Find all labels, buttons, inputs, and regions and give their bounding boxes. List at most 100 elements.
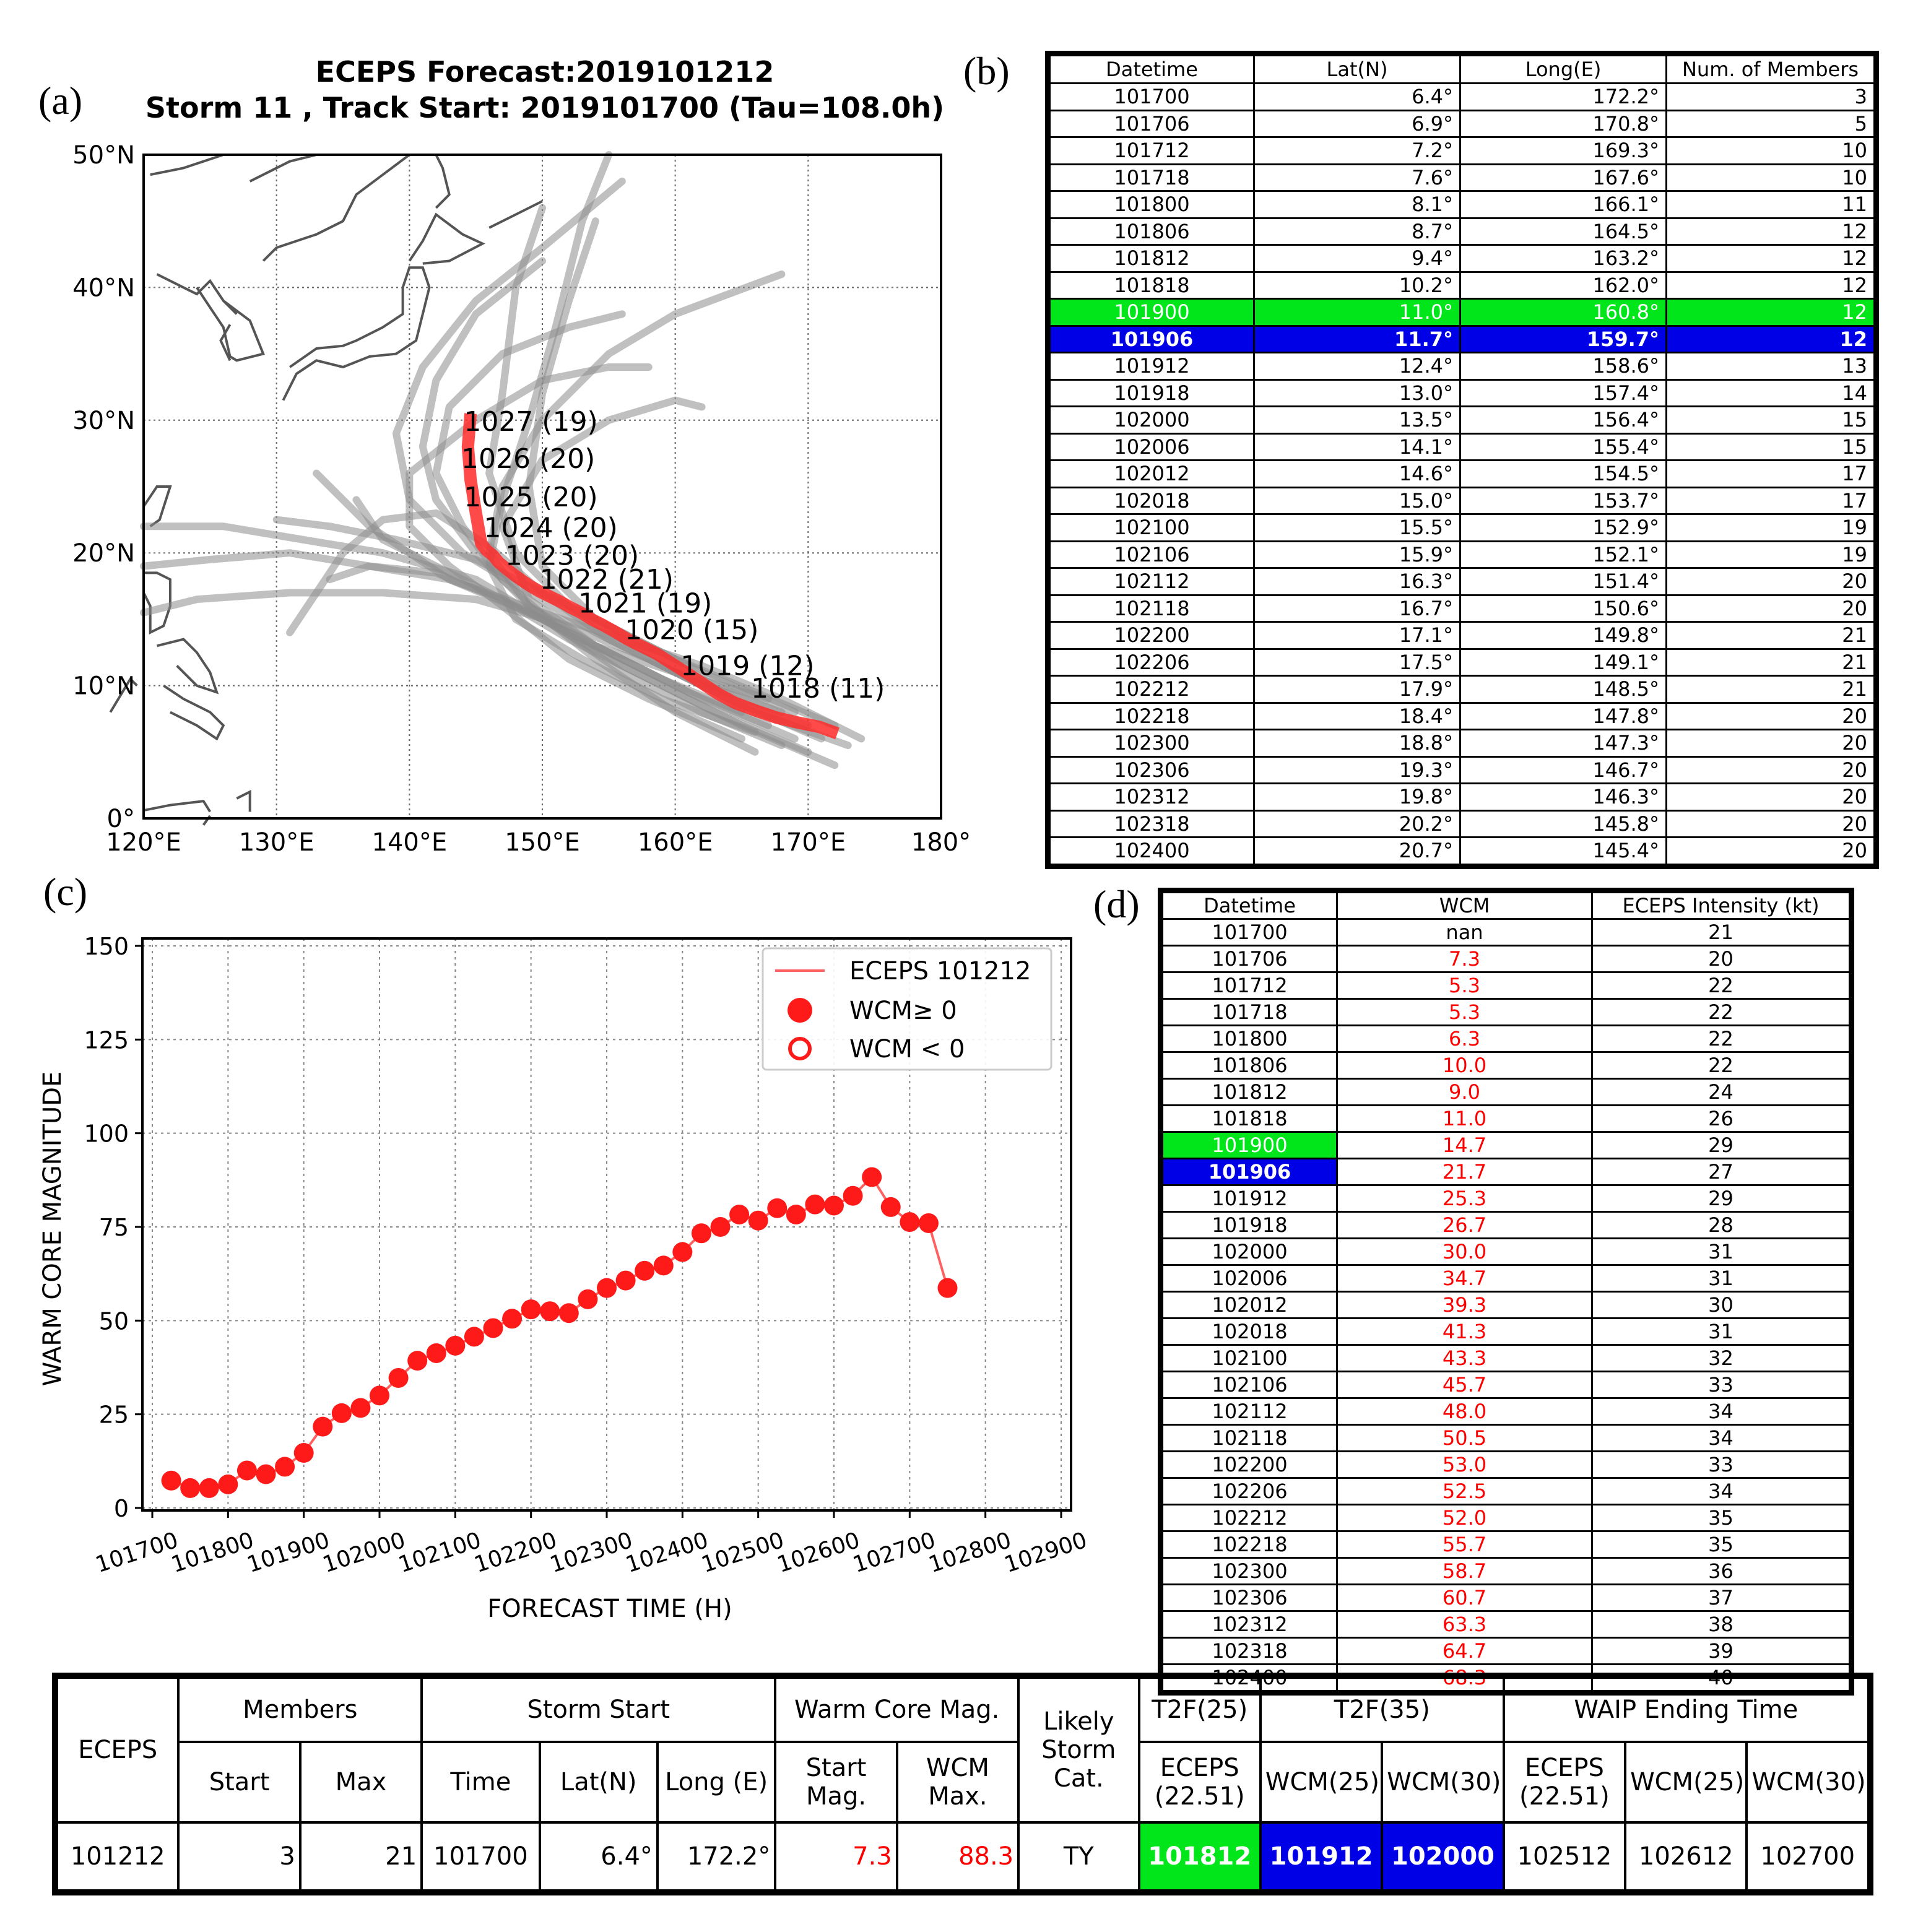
y-tick-label: 125	[84, 1026, 129, 1054]
wcm-table-row-cell: 6.3	[1336, 1024, 1593, 1053]
summary-table: ECEPS Members Storm Start Warm Core Mag.…	[52, 1673, 1873, 1895]
wcm-table-row: 102112 48.0 34	[1161, 1397, 1851, 1426]
track-table-row-cell: 102212	[1049, 675, 1255, 704]
wcm-table-row-cell: 9.0	[1336, 1078, 1593, 1106]
data-point	[635, 1260, 655, 1281]
track-table-row-cell: 102312	[1049, 782, 1255, 812]
summary-values-row: 101212 3 21 101700 6.4° 172.2° 7.3 88.3 …	[55, 1821, 1870, 1892]
wcm-table-row-cell: 101718	[1161, 998, 1338, 1026]
data-point	[918, 1213, 939, 1233]
track-table-row-cell: 160.8°	[1459, 298, 1667, 327]
track-table-row-cell: 12	[1665, 217, 1875, 246]
track-table-row-cell: 167.6°	[1459, 163, 1667, 192]
val-waip-eceps: 102512	[1502, 1821, 1627, 1892]
wcm-table-row-cell: 25.3	[1336, 1184, 1593, 1213]
wcm-table: Datetime WCM ECEPS Intensity (kt) 101700…	[1158, 888, 1854, 1696]
wcm-table-row-cell: 43.3	[1336, 1344, 1593, 1372]
data-point	[880, 1197, 901, 1217]
wcm-table-row: 102100 43.3 32	[1161, 1344, 1851, 1372]
val-waip-wcm25: 102612	[1624, 1821, 1748, 1892]
x-tick-label: 102100	[396, 1528, 484, 1578]
track-table-row-cell: 101912	[1049, 352, 1255, 381]
track-table-row-cell: 158.6°	[1459, 352, 1667, 381]
track-table-row-cell: 15.9°	[1253, 540, 1461, 569]
track-table-row-cell: 154.5°	[1459, 459, 1667, 488]
data-point	[502, 1309, 523, 1329]
coastline-segment	[262, 154, 410, 262]
track-table-row-cell: 169.3°	[1459, 136, 1667, 165]
data-point	[748, 1210, 768, 1231]
wcm-table-row-cell: 52.5	[1336, 1477, 1593, 1505]
map-lon-tick: 180°	[911, 828, 971, 857]
wcm-table-header: Datetime WCM ECEPS Intensity (kt)	[1161, 891, 1851, 920]
coastline-segment	[249, 154, 317, 183]
val-t2f25-eceps: 101812	[1137, 1821, 1262, 1892]
wcm-table-row-cell: 102200	[1161, 1450, 1338, 1479]
legend-label-negative: WCM < 0	[849, 1035, 965, 1063]
data-point	[597, 1278, 617, 1298]
series-points	[161, 1167, 958, 1498]
track-table-row: 101800 8.1° 166.1° 11	[1049, 190, 1875, 219]
wcm-table-row-cell: 35	[1591, 1530, 1851, 1559]
track-table-row-cell: 19.3°	[1253, 755, 1461, 784]
track-table-row-cell: 102106	[1049, 540, 1255, 569]
x-axis-label: FORECAST TIME (H)	[487, 1595, 732, 1623]
track-table-row-cell: 17.5°	[1253, 648, 1461, 677]
hdr-waip-wcm30: WCM(30)	[1745, 1741, 1870, 1824]
track-table-row-cell: 101818	[1049, 271, 1255, 300]
wcm-table-row-cell: 102000	[1161, 1237, 1338, 1266]
track-table-row-cell: 101918	[1049, 378, 1255, 407]
track-map: (a) ECEPS Forecast:2019101212 Storm 11 ,…	[38, 55, 971, 857]
track-table-row-cell: 149.8°	[1459, 621, 1667, 650]
legend-box	[762, 947, 1052, 1071]
wcm-table-row: 102000 30.0 31	[1161, 1237, 1851, 1266]
wcm-table-row-cell: 26.7	[1336, 1211, 1593, 1239]
wcm-table-row-cell: 39.3	[1336, 1291, 1593, 1319]
wcm-table-row: 101712 5.3 22	[1161, 971, 1851, 1000]
wcm-table-row-cell: 102318	[1161, 1637, 1338, 1665]
panel-a-letter: (a)	[38, 79, 82, 123]
x-tick-label: 102800	[926, 1528, 1014, 1578]
val-time: 101700	[420, 1821, 541, 1892]
track-table-row: 102400 20.7° 145.4° 20	[1049, 836, 1875, 865]
y-tick-label: 0	[114, 1495, 129, 1522]
track-table-row-cell: 102018	[1049, 486, 1255, 515]
data-point	[786, 1205, 806, 1225]
data-point	[445, 1335, 466, 1356]
track-table-row-cell: 17.1°	[1253, 621, 1461, 650]
track-table-row-cell: 102006	[1049, 432, 1255, 461]
track-table-row-cell: 12	[1665, 298, 1875, 327]
wcm-table-row: 102200 53.0 33	[1161, 1450, 1851, 1479]
data-point	[256, 1464, 276, 1484]
hdr-warm-core: Warm Core Mag.	[774, 1676, 1020, 1743]
map-lat-tick: 30°N	[72, 407, 135, 435]
wcm-table-row-cell: 102106	[1161, 1371, 1338, 1399]
wcm-table-row-cell: 34	[1591, 1477, 1851, 1505]
track-table-row-cell: 101706	[1049, 109, 1255, 138]
coastline-segment	[163, 684, 225, 741]
data-point	[388, 1367, 409, 1388]
track-table-row: 101706 6.9° 170.8° 5	[1049, 109, 1875, 138]
track-table-row-cell: 19.8°	[1253, 782, 1461, 812]
y-tick-label: 150	[84, 933, 129, 960]
wcm-table-row-cell: 101806	[1161, 1051, 1338, 1080]
track-table-row: 101818 10.2° 162.0° 12	[1049, 271, 1875, 300]
wcm-table-row-cell: 55.7	[1336, 1530, 1593, 1559]
data-point	[218, 1474, 238, 1494]
coastline-segment	[143, 799, 211, 813]
data-point	[275, 1457, 295, 1477]
wcm-table-row-cell: 101812	[1161, 1078, 1338, 1106]
track-table-row-cell: 20	[1665, 755, 1875, 784]
col-intensity: ECEPS Intensity (kt)	[1591, 891, 1851, 920]
data-point	[521, 1299, 541, 1320]
map-lon-tick: 120°E	[106, 828, 181, 857]
wcm-table-row: 102018 41.3 31	[1161, 1317, 1851, 1346]
wcm-table-row-cell: 31	[1591, 1237, 1851, 1266]
wcm-table-row-cell: 21	[1591, 918, 1851, 947]
track-table-row: 101812 9.4° 163.2° 12	[1049, 244, 1875, 273]
wcm-table-row-cell: 20	[1591, 945, 1851, 973]
track-table-row: 102012 14.6° 154.5° 17	[1049, 459, 1875, 488]
track-table-row: 102018 15.0° 153.7° 17	[1049, 486, 1875, 515]
hdr-waip-wcm25: WCM(25)	[1624, 1741, 1748, 1824]
wcm-table-row-cell: 102100	[1161, 1344, 1338, 1372]
